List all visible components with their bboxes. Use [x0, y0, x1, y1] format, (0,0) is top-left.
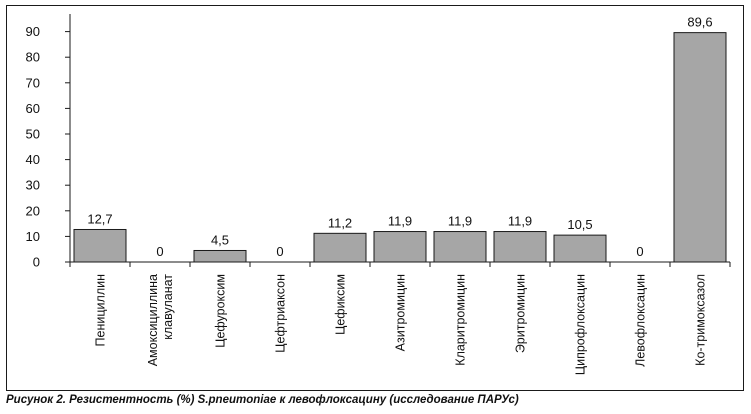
y-tick-label: 40 — [26, 152, 40, 167]
category-label: Цефтриаксон — [274, 274, 288, 353]
y-axis: 0 10 20 30 40 50 60 70 80 90 — [26, 14, 731, 270]
bar — [73, 228, 127, 263]
data-labels: 12,7 0 4,5 0 11,2 11,9 11,9 11,9 10,5 0 89,6 — [87, 15, 712, 259]
data-label: 10,5 — [567, 217, 592, 232]
category-labels: Пенициллин Амоксициллина клавуланат Цефурок… — [94, 274, 708, 375]
bar — [493, 231, 547, 263]
category-label: Ципрофлоксацин — [574, 274, 588, 375]
y-tick-label: 60 — [26, 101, 40, 116]
y-tick-label: 0 — [33, 255, 40, 270]
category-label-line: Ципрофлоксацин — [574, 274, 588, 375]
category-label-line: Пенициллин — [94, 274, 108, 347]
figure-caption: Рисунок 2. Резистентность (%) S.pneumoni… — [6, 394, 519, 406]
data-label: 0 — [636, 244, 643, 259]
data-label: 11,9 — [388, 214, 412, 229]
y-tick-label: 30 — [26, 178, 40, 193]
category-label-line: Цефтриаксон — [274, 274, 288, 353]
y-tick-label: 80 — [26, 50, 40, 65]
category-label: Амоксициллина клавуланат — [146, 274, 175, 367]
bars — [73, 32, 727, 263]
category-label: Кларитромицин — [454, 274, 468, 366]
data-label: 0 — [276, 244, 283, 259]
category-label-line: Азитромицин — [394, 274, 408, 351]
category-label-line: Кларитромицин — [454, 274, 468, 366]
data-label: 11,9 — [448, 214, 472, 229]
chart-frame — [6, 5, 744, 391]
y-tick-label: 20 — [26, 203, 40, 218]
bar — [313, 232, 367, 263]
category-label: Пенициллин — [94, 274, 108, 347]
y-tick-label: 70 — [26, 75, 40, 90]
bar — [193, 249, 247, 263]
category-label-line: Ко-тримоксазол — [694, 274, 708, 366]
category-label-line: Цефуроксим — [214, 274, 228, 348]
category-label: Эритромицин — [514, 274, 528, 353]
category-label: Цефиксим — [334, 274, 348, 335]
category-label: Цефуроксим — [214, 274, 228, 348]
category-label-line: клавуланат — [161, 274, 175, 340]
category-label-line: Эритромицин — [514, 274, 528, 353]
category-label: Азитромицин — [394, 274, 408, 351]
category-label: Ко-тримоксазол — [694, 274, 708, 366]
bar — [553, 234, 607, 263]
category-label: Левофлоксацин — [634, 274, 648, 367]
category-label-line: Левофлоксацин — [634, 274, 648, 367]
bar — [373, 231, 427, 263]
y-tick-label: 90 — [26, 24, 40, 39]
bar — [673, 32, 727, 263]
data-label: 4,5 — [211, 232, 229, 247]
y-tick-label: 50 — [26, 127, 40, 142]
bar — [433, 231, 487, 263]
data-label: 11,2 — [328, 215, 352, 230]
data-label: 12,7 — [87, 211, 112, 226]
data-label: 89,6 — [687, 15, 712, 30]
data-label: 0 — [156, 244, 163, 259]
data-label: 11,9 — [508, 214, 532, 229]
category-label-line: Амоксициллина — [146, 274, 160, 366]
y-tick-label: 10 — [26, 229, 40, 244]
category-label-line: Цефиксим — [334, 274, 348, 335]
